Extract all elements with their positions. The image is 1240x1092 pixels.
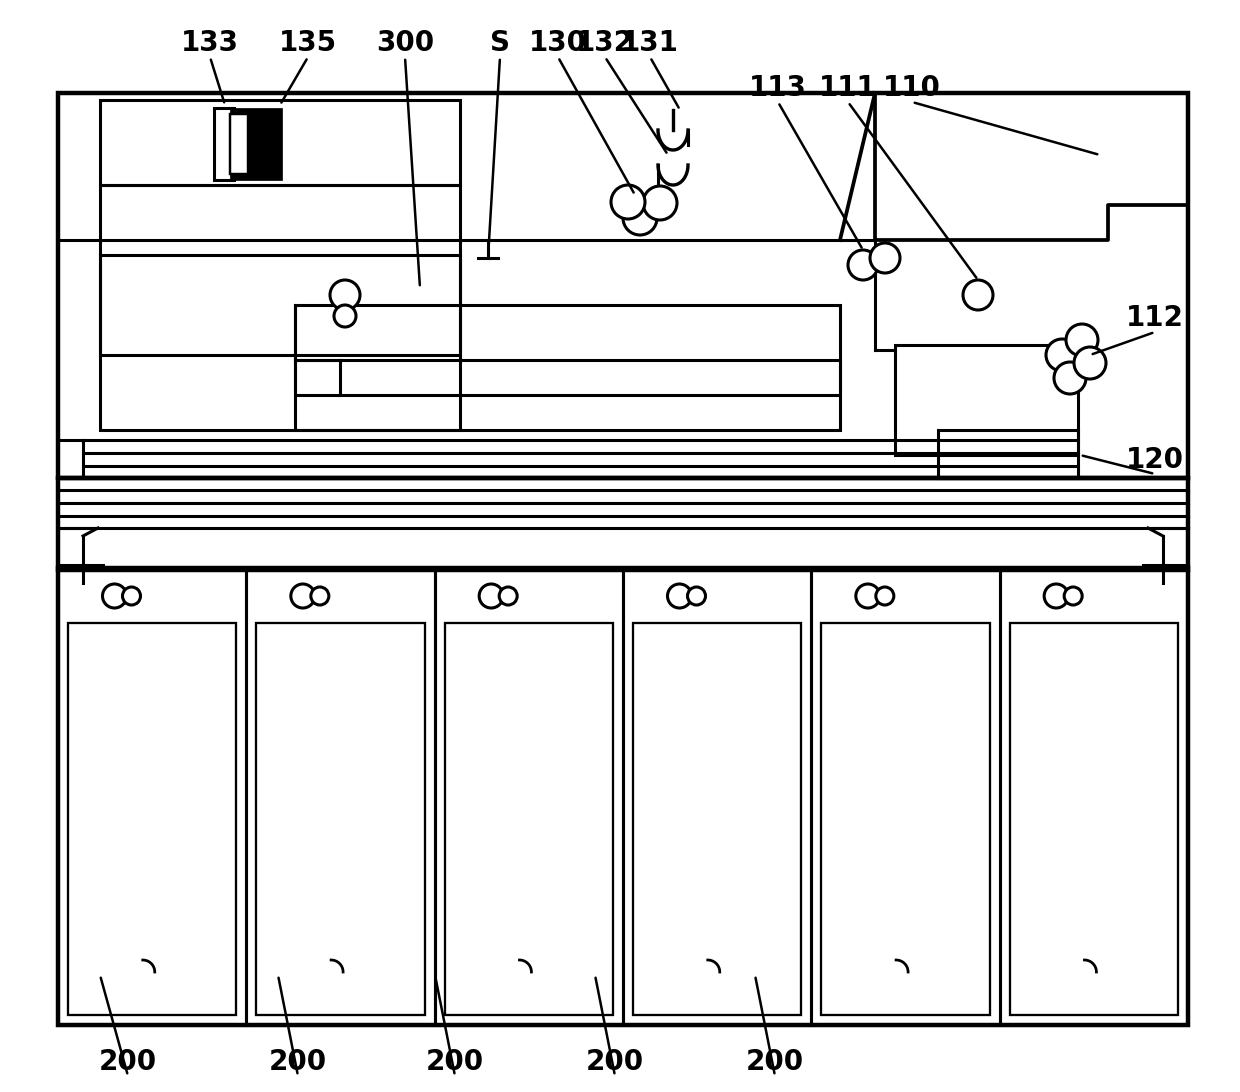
- Bar: [68, 624, 237, 1014]
- Bar: [58, 478, 1188, 570]
- Bar: [58, 568, 1188, 1025]
- Circle shape: [875, 587, 894, 605]
- Text: 120: 120: [1126, 446, 1184, 474]
- Circle shape: [856, 584, 880, 608]
- Text: 200: 200: [269, 1048, 327, 1076]
- Circle shape: [1074, 347, 1106, 379]
- Text: 130: 130: [529, 29, 587, 57]
- Text: 112: 112: [1126, 304, 1184, 332]
- Circle shape: [123, 587, 140, 605]
- Circle shape: [311, 587, 329, 605]
- Text: 200: 200: [746, 1048, 804, 1076]
- Circle shape: [687, 587, 706, 605]
- Text: S: S: [490, 29, 510, 57]
- Circle shape: [963, 280, 993, 310]
- Circle shape: [1044, 584, 1068, 608]
- Text: 133: 133: [181, 29, 239, 57]
- Circle shape: [500, 587, 517, 605]
- Circle shape: [848, 250, 878, 280]
- Circle shape: [103, 584, 126, 608]
- Bar: [100, 100, 460, 185]
- Text: 113: 113: [749, 74, 807, 102]
- Text: 300: 300: [376, 29, 434, 57]
- Bar: [999, 568, 1188, 1025]
- Text: 200: 200: [99, 1048, 157, 1076]
- Text: 132: 132: [577, 29, 634, 57]
- Bar: [435, 568, 622, 1025]
- Bar: [622, 568, 811, 1025]
- Bar: [58, 568, 247, 1025]
- Bar: [821, 624, 990, 1014]
- Circle shape: [1064, 587, 1083, 605]
- Bar: [247, 568, 435, 1025]
- Bar: [257, 624, 424, 1014]
- Bar: [215, 108, 234, 180]
- Circle shape: [611, 185, 645, 219]
- Bar: [229, 108, 281, 180]
- Bar: [1009, 624, 1178, 1014]
- Bar: [295, 360, 839, 395]
- Text: 200: 200: [587, 1048, 644, 1076]
- Circle shape: [334, 305, 356, 327]
- Text: 110: 110: [883, 74, 941, 102]
- Bar: [295, 305, 839, 430]
- Circle shape: [622, 201, 657, 235]
- Bar: [229, 114, 248, 174]
- Circle shape: [1066, 324, 1097, 356]
- Circle shape: [1047, 339, 1078, 371]
- Circle shape: [644, 186, 677, 219]
- Circle shape: [479, 584, 503, 608]
- Bar: [895, 345, 1078, 455]
- Bar: [811, 568, 999, 1025]
- Bar: [937, 430, 1078, 478]
- Circle shape: [870, 244, 900, 273]
- Bar: [445, 624, 613, 1014]
- Bar: [632, 624, 801, 1014]
- Circle shape: [667, 584, 692, 608]
- Circle shape: [1054, 363, 1086, 394]
- Circle shape: [330, 280, 360, 310]
- Text: 135: 135: [279, 29, 337, 57]
- Text: 111: 111: [820, 74, 877, 102]
- Text: 131: 131: [621, 29, 680, 57]
- Bar: [58, 93, 1188, 478]
- Text: 200: 200: [425, 1048, 484, 1076]
- Bar: [100, 185, 460, 355]
- Bar: [100, 256, 460, 430]
- Circle shape: [291, 584, 315, 608]
